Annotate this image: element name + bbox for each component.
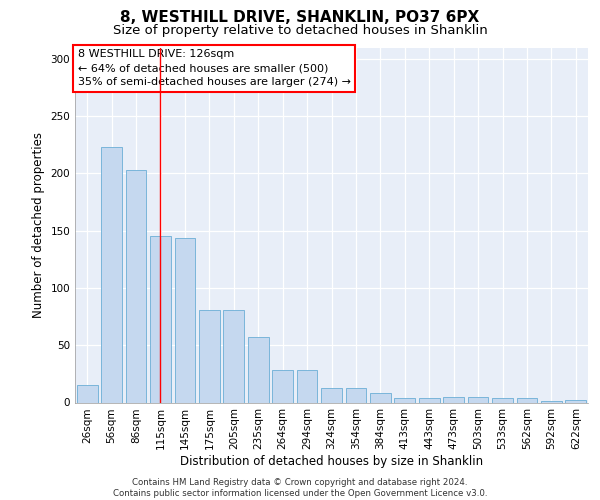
Bar — [272, 370, 293, 402]
Y-axis label: Number of detached properties: Number of detached properties — [32, 132, 45, 318]
Bar — [346, 388, 367, 402]
Bar — [467, 397, 488, 402]
Bar — [565, 400, 586, 402]
Bar — [370, 394, 391, 402]
Bar — [321, 388, 342, 402]
Bar — [443, 397, 464, 402]
Bar — [125, 170, 146, 402]
Bar — [296, 370, 317, 402]
X-axis label: Distribution of detached houses by size in Shanklin: Distribution of detached houses by size … — [180, 455, 483, 468]
Bar — [492, 398, 513, 402]
Bar — [248, 337, 269, 402]
Text: 8, WESTHILL DRIVE, SHANKLIN, PO37 6PX: 8, WESTHILL DRIVE, SHANKLIN, PO37 6PX — [121, 10, 479, 25]
Bar — [517, 398, 538, 402]
Text: 8 WESTHILL DRIVE: 126sqm
← 64% of detached houses are smaller (500)
35% of semi-: 8 WESTHILL DRIVE: 126sqm ← 64% of detach… — [77, 50, 350, 88]
Text: Contains HM Land Registry data © Crown copyright and database right 2024.
Contai: Contains HM Land Registry data © Crown c… — [113, 478, 487, 498]
Bar — [150, 236, 171, 402]
Bar — [175, 238, 196, 402]
Bar — [223, 310, 244, 402]
Bar — [101, 147, 122, 403]
Bar — [77, 386, 98, 402]
Text: Size of property relative to detached houses in Shanklin: Size of property relative to detached ho… — [113, 24, 487, 37]
Bar — [419, 398, 440, 402]
Bar — [394, 398, 415, 402]
Bar — [199, 310, 220, 402]
